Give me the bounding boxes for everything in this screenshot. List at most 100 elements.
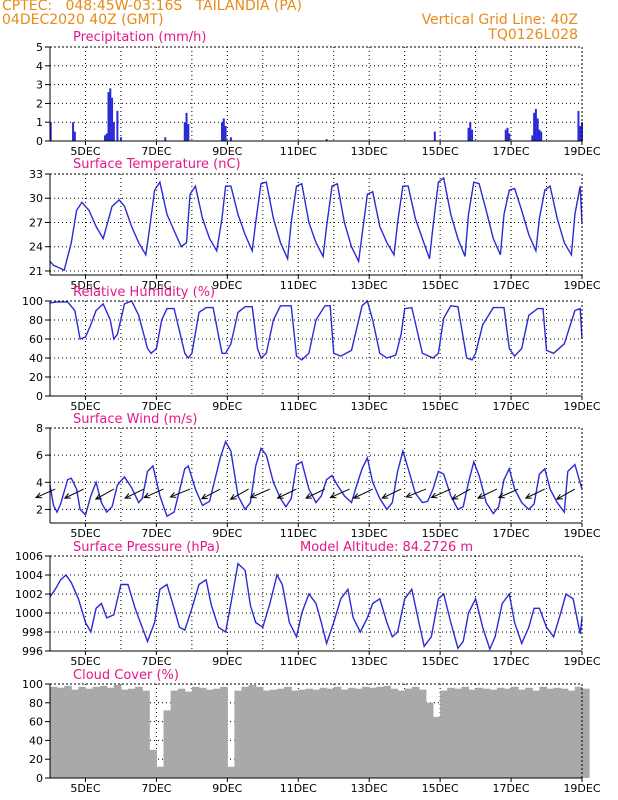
panel-wind: 2 4 6 8 5DEC 7DEC 9DEC 11DEC 13DEC 15DEC 17DEC 19DE… bbox=[34, 412, 601, 540]
y-tick-label: 1004 bbox=[15, 569, 43, 582]
x-tick-label: 11DEC bbox=[280, 145, 317, 158]
y-tick-label: 80 bbox=[29, 314, 43, 327]
precip-bar bbox=[109, 88, 112, 141]
x-tick-label: 19DEC bbox=[563, 527, 600, 540]
wind-arrow-head bbox=[249, 492, 257, 499]
wind-arrow bbox=[124, 488, 145, 499]
x-tick-label: 9DEC bbox=[212, 279, 242, 292]
y-tick-label: 60 bbox=[29, 333, 43, 346]
x-tick-label: 17DEC bbox=[493, 782, 530, 795]
x-tick-label: 17DEC bbox=[493, 400, 530, 413]
x-tick-label: 17DEC bbox=[493, 655, 530, 668]
x-tick-label: 9DEC bbox=[212, 527, 242, 540]
panel-title: Relative Humidity (%) bbox=[73, 285, 215, 300]
cloud-bar bbox=[411, 686, 420, 778]
wind-arrow bbox=[382, 488, 402, 499]
x-tick-label: 7DEC bbox=[141, 527, 171, 540]
panel-title: Surface Pressure (hPa) bbox=[73, 540, 220, 555]
x-tick-label: 9DEC bbox=[212, 145, 242, 158]
cloud-bar bbox=[447, 687, 455, 778]
precip-bar bbox=[531, 135, 534, 141]
cloud-bar bbox=[546, 688, 555, 778]
wind-arrow-head bbox=[143, 492, 151, 499]
cloud-bar bbox=[539, 686, 548, 778]
y-tick-label: 2 bbox=[36, 503, 43, 516]
y-tick-label: 40 bbox=[29, 352, 43, 365]
x-tick-label: 7DEC bbox=[141, 655, 171, 668]
x-tick-label: 15DEC bbox=[422, 145, 459, 158]
wind-arrow bbox=[35, 488, 56, 499]
wind-arrow bbox=[230, 488, 249, 500]
cloud-bar bbox=[113, 684, 122, 778]
wind-arrow bbox=[406, 488, 427, 498]
y-tick-label: 8 bbox=[36, 422, 43, 435]
y-tick-label: 27 bbox=[29, 216, 43, 229]
wind-arrow-head bbox=[276, 493, 284, 499]
cloud-bar bbox=[85, 688, 94, 778]
wind-line bbox=[49, 439, 583, 518]
precip-bar bbox=[164, 137, 167, 141]
y-tick-label: 21 bbox=[29, 265, 43, 278]
x-tick-label: 5DEC bbox=[70, 782, 100, 795]
cloud-bar bbox=[262, 690, 271, 778]
header: CPTEC: 048:45W-03:16S TAILANDIA (PA) 04D… bbox=[0, 0, 618, 48]
precip-bar bbox=[111, 97, 114, 141]
cloud-bar bbox=[355, 688, 363, 778]
cloud-bar bbox=[106, 687, 115, 778]
panel-rh: 0 20 40 60 80 100 5DEC 7DEC 9DEC 11DEC 13DEC 15DEC 1… bbox=[22, 285, 601, 413]
wind-arrow-head bbox=[94, 493, 102, 500]
wind-arrow bbox=[250, 488, 271, 499]
wind-arrow-head bbox=[124, 493, 132, 499]
wind-arrow bbox=[556, 488, 576, 500]
cloud-bar bbox=[220, 686, 228, 778]
cloud-bar bbox=[347, 687, 356, 778]
y-tick-label: 996 bbox=[22, 645, 43, 658]
y-tick-label: 4 bbox=[36, 476, 43, 489]
precip-bar bbox=[433, 131, 436, 141]
x-tick-label: 9DEC bbox=[212, 782, 242, 795]
wind-arrow bbox=[305, 488, 326, 499]
x-tick-label: 13DEC bbox=[351, 527, 388, 540]
cloud-bar bbox=[291, 690, 299, 778]
cloud-bar bbox=[71, 689, 79, 778]
x-tick-label: 5DEC bbox=[70, 145, 100, 158]
y-tick-label: 1000 bbox=[15, 607, 43, 620]
y-tick-label: 100 bbox=[22, 678, 43, 691]
x-tick-label: 7DEC bbox=[141, 279, 171, 292]
cloud-bar bbox=[78, 686, 86, 778]
cloud-bar bbox=[440, 690, 448, 778]
wind-arrow-head bbox=[430, 492, 438, 499]
precip-bar bbox=[467, 127, 470, 141]
y-tick-label: 5 bbox=[36, 41, 43, 54]
x-tick-label: 5DEC bbox=[70, 527, 100, 540]
cloud-bar bbox=[433, 716, 441, 778]
rh-line bbox=[49, 299, 583, 361]
cloud-bar bbox=[390, 688, 399, 778]
wind-arrow-head bbox=[34, 492, 43, 499]
temp-line bbox=[49, 176, 583, 272]
x-tick-label: 11DEC bbox=[280, 400, 317, 413]
precip-bar bbox=[508, 133, 511, 141]
cloud-bar bbox=[149, 749, 157, 778]
panel-title: Surface Wind (m/s) bbox=[73, 412, 197, 427]
wind-arrow-head bbox=[200, 493, 208, 500]
x-tick-label: 15DEC bbox=[422, 655, 459, 668]
x-tick-label: 19DEC bbox=[563, 655, 600, 668]
cloud-bar bbox=[582, 688, 590, 778]
y-tick-label: 3 bbox=[36, 79, 43, 92]
cloud-bar bbox=[503, 688, 512, 778]
precip-bar bbox=[222, 118, 225, 141]
precip-bar bbox=[506, 127, 509, 141]
y-tick-label: 40 bbox=[29, 734, 43, 747]
wind-arrow-head bbox=[63, 493, 71, 499]
wind-arrow-head bbox=[304, 493, 313, 499]
cloud-bar bbox=[213, 688, 221, 778]
wind-arrow bbox=[431, 488, 451, 499]
precip-bar bbox=[229, 137, 232, 141]
cloud-bar bbox=[50, 686, 58, 778]
wind-arrow-head bbox=[451, 493, 459, 500]
cloud-bar bbox=[319, 687, 328, 778]
cloud-bar bbox=[560, 688, 569, 778]
x-tick-label: 9DEC bbox=[212, 655, 242, 668]
x-tick-label: 19DEC bbox=[563, 145, 600, 158]
